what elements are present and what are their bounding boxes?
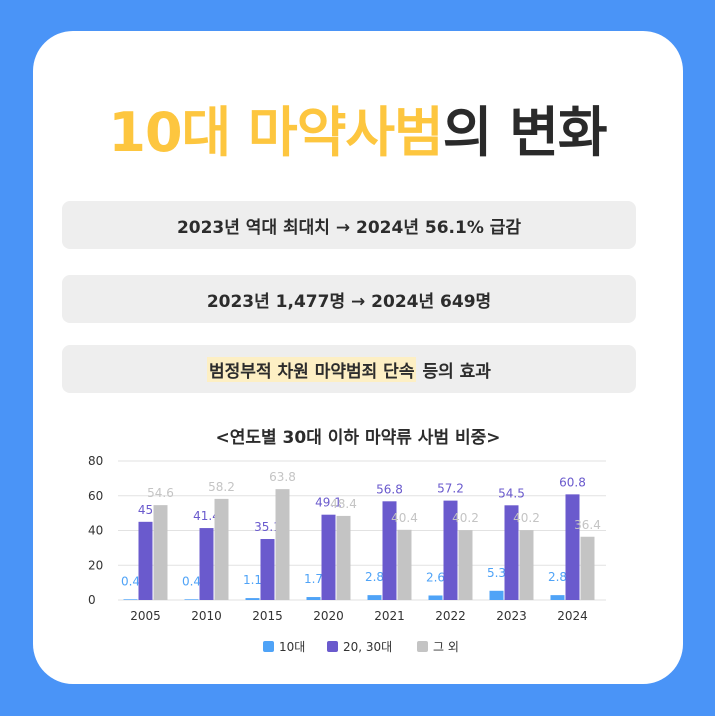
legend-label: 그 외 xyxy=(433,640,459,654)
bar xyxy=(397,529,412,600)
bar xyxy=(382,501,397,600)
x-tick-label: 2015 xyxy=(252,609,283,623)
y-tick-label: 80 xyxy=(88,454,103,468)
data-label: 1.1 xyxy=(243,573,262,587)
bar xyxy=(245,598,260,600)
bar xyxy=(336,515,351,600)
bar xyxy=(306,597,321,600)
bar xyxy=(443,500,458,600)
legend-label: 10대 xyxy=(279,640,305,654)
y-tick-label: 0 xyxy=(88,593,96,607)
data-label: 58.2 xyxy=(208,480,235,494)
data-label: 1.7 xyxy=(304,572,323,586)
data-label: 0.4 xyxy=(121,574,140,588)
bar xyxy=(123,599,138,600)
data-label: 40.4 xyxy=(391,511,418,525)
legend-label: 20, 30대 xyxy=(343,640,392,654)
x-tick-label: 2023 xyxy=(496,609,527,623)
data-label: 5.3 xyxy=(487,566,506,580)
data-label: 40.2 xyxy=(513,511,540,525)
legend-swatch xyxy=(263,641,274,652)
summary-pill-1-text: 2023년 역대 최대치 → 2024년 56.1% 급감 xyxy=(176,217,522,238)
bar xyxy=(458,530,473,600)
data-label: 54.5 xyxy=(498,486,525,500)
y-tick-label: 20 xyxy=(88,558,103,572)
legend-swatch xyxy=(327,641,338,652)
bar xyxy=(565,494,580,600)
summary-pill-3: 범정부적 차원 마약범죄 단속 등의 효과 xyxy=(62,345,636,393)
bar xyxy=(550,595,565,600)
title-highlight: 10대 마약사범 xyxy=(108,101,443,164)
summary-pill-1: 2023년 역대 최대치 → 2024년 56.1% 급감 xyxy=(62,201,636,249)
data-label: 48.4 xyxy=(330,497,357,511)
bar xyxy=(153,505,168,600)
summary-pill-2: 2023년 1,477명 → 2024년 649명 xyxy=(62,275,636,323)
data-label: 36.4 xyxy=(574,518,601,532)
bar xyxy=(428,595,443,600)
y-tick-label: 60 xyxy=(88,489,103,503)
bar xyxy=(138,521,153,600)
bar xyxy=(504,505,519,600)
data-label: 56.8 xyxy=(376,482,403,496)
title-rest: 의 변화 xyxy=(442,101,608,164)
data-label: 2.6 xyxy=(426,570,445,584)
data-label: 45 xyxy=(138,503,153,517)
data-label: 54.6 xyxy=(147,486,174,500)
summary-pill-2-text: 2023년 1,477명 → 2024년 649명 xyxy=(206,291,492,312)
legend-swatch xyxy=(417,641,428,652)
data-label: 57.2 xyxy=(437,482,464,496)
data-label: 63.8 xyxy=(269,470,296,484)
bar xyxy=(580,536,595,600)
bar xyxy=(519,530,534,600)
page-title: 10대 마약사범의 변화 xyxy=(0,88,715,167)
x-tick-label: 2020 xyxy=(313,609,344,623)
data-label: 41.4 xyxy=(193,509,220,523)
data-label: 49.1 xyxy=(315,496,342,510)
x-tick-label: 2021 xyxy=(374,609,405,623)
x-tick-label: 2010 xyxy=(191,609,222,623)
y-tick-label: 40 xyxy=(88,524,103,538)
data-label: 2.8 xyxy=(365,570,384,584)
data-label: 35.1 xyxy=(254,520,281,534)
bar xyxy=(275,489,290,600)
data-label: 2.8 xyxy=(548,570,567,584)
bar xyxy=(489,590,504,600)
x-tick-label: 2024 xyxy=(557,609,588,623)
summary-pill-3-rest: 등의 효과 xyxy=(422,361,491,382)
chart-title: <연도별 30대 이하 마약류 사범 비중> xyxy=(215,427,500,448)
x-tick-label: 2005 xyxy=(130,609,161,623)
summary-pill-3-highlight: 범정부적 차원 마약범죄 단속 xyxy=(207,356,417,382)
bar xyxy=(214,498,229,600)
data-label: 40.2 xyxy=(452,511,479,525)
bar xyxy=(199,528,214,600)
bar xyxy=(184,599,199,600)
data-label: 60.8 xyxy=(559,475,586,489)
bar xyxy=(321,514,336,600)
data-label: 0.4 xyxy=(182,574,201,588)
x-tick-label: 2022 xyxy=(435,609,466,623)
bar xyxy=(367,595,382,600)
bar xyxy=(260,539,275,600)
